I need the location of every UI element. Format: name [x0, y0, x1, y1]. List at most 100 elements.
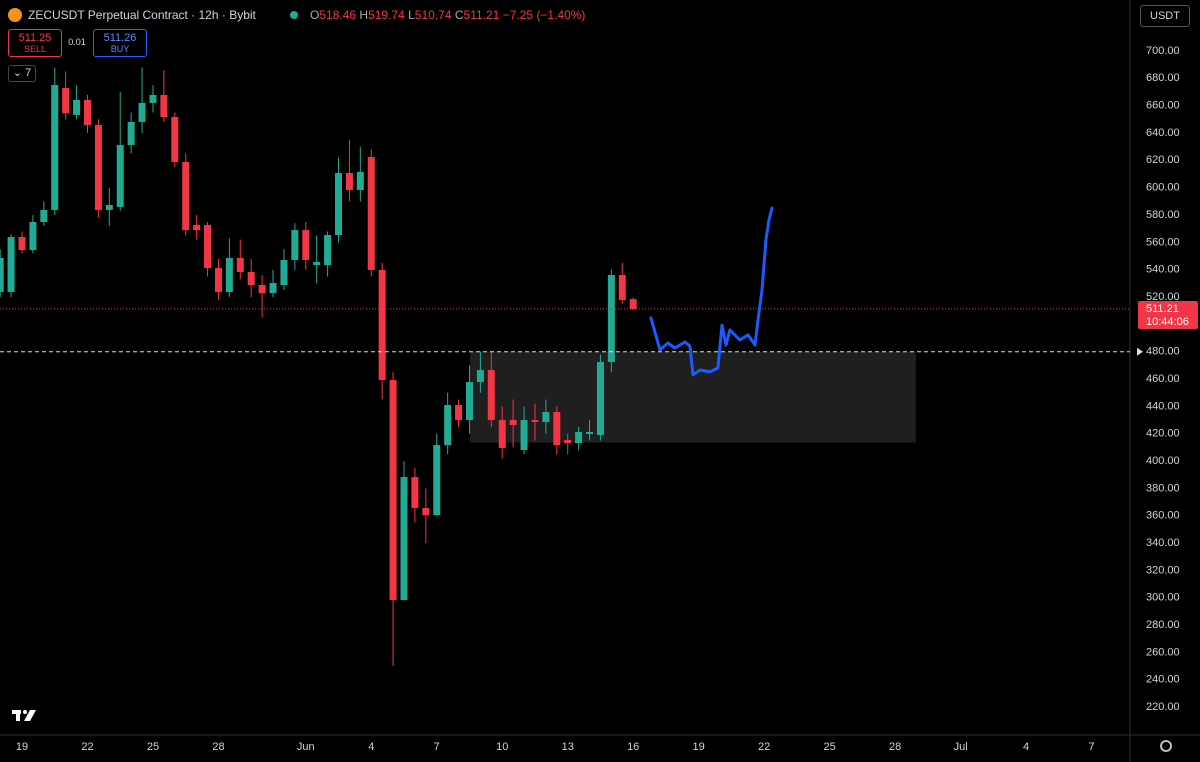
- candle-body: [629, 299, 637, 310]
- candle-body: [116, 145, 124, 207]
- y-tick-label: 340.00: [1146, 537, 1180, 549]
- candle-body: [214, 268, 222, 292]
- candle-body: [7, 237, 15, 292]
- market-status: [290, 11, 298, 19]
- y-tick-label: 560.00: [1146, 236, 1180, 248]
- candle-body: [313, 262, 321, 266]
- candle-body: [389, 380, 397, 601]
- x-tick-label: 25: [824, 741, 836, 753]
- candle-body: [62, 88, 70, 114]
- y-tick-label: 600.00: [1146, 182, 1180, 194]
- y-tick-label: 520.00: [1146, 291, 1180, 303]
- level-tag: [1140, 343, 1198, 360]
- candle-body: [509, 420, 517, 425]
- price-label: 511.21: [1146, 303, 1179, 315]
- candle-body: [422, 507, 430, 516]
- candle-body: [247, 272, 255, 286]
- candle-body: [433, 445, 441, 516]
- candle-body: [487, 370, 495, 421]
- currency-button[interactable]: USDT: [1140, 5, 1190, 27]
- x-tick-label: 10: [496, 741, 508, 753]
- y-tick-label: 540.00: [1146, 264, 1180, 276]
- countdown: 10:44:06: [1146, 316, 1189, 328]
- x-tick-label: 16: [627, 741, 639, 753]
- candle-body: [465, 382, 473, 421]
- candle-body: [127, 121, 135, 146]
- candle-body: [553, 411, 561, 446]
- y-tick-label: 660.00: [1146, 100, 1180, 112]
- y-tick-label: 680.00: [1146, 72, 1180, 84]
- candle-body: [40, 209, 48, 222]
- h-label: H: [359, 8, 369, 22]
- candle-body: [83, 99, 91, 125]
- y-tick-label: 360.00: [1146, 510, 1180, 522]
- x-tick-label: 7: [434, 741, 440, 753]
- buy-button[interactable]: 511.26 BUY: [93, 29, 147, 57]
- spread: 0.01: [68, 37, 86, 47]
- ohlc: O518.46 H519.74 L510.74 C511.21 −7.25 (−…: [310, 8, 585, 22]
- candle-body: [345, 173, 353, 191]
- symbol: ZECUSDT Perpetual Contract · 12h · Bybit: [28, 8, 256, 22]
- h-value: 519.74: [368, 8, 405, 22]
- candle-body: [607, 275, 615, 362]
- y-tick-label: 460.00: [1146, 373, 1180, 385]
- x-tick-label: Jun: [297, 741, 315, 753]
- candle-body: [542, 411, 550, 422]
- buy-label: BUY: [110, 44, 130, 54]
- candle-body: [171, 117, 179, 162]
- candle-body: [51, 85, 59, 210]
- y-tick-label: 300.00: [1146, 592, 1180, 604]
- x-tick-label: 7: [1089, 741, 1095, 753]
- candle-body: [476, 370, 484, 383]
- l-value: 510.74: [414, 8, 452, 22]
- x-tick-label: 4: [368, 741, 374, 753]
- candle-body: [455, 405, 463, 421]
- settings-icon[interactable]: [1160, 740, 1172, 752]
- candle-body: [596, 361, 604, 435]
- o-value: 518.46: [319, 8, 357, 22]
- change-pct: (−1.40%): [536, 8, 586, 22]
- c-value: 511.21: [463, 8, 500, 22]
- header: ZECUSDT Perpetual Contract · 12h · Bybit…: [28, 8, 585, 22]
- candle-body: [356, 171, 364, 191]
- candle-body: [29, 221, 37, 251]
- candle-body: [291, 230, 299, 260]
- symbol-icon: [8, 8, 22, 22]
- y-tick-label: 700.00: [1146, 45, 1180, 57]
- candle-body: [94, 124, 102, 210]
- candle-body: [586, 431, 594, 435]
- y-tick-label: 640.00: [1146, 127, 1180, 139]
- indicator-badge[interactable]: ⌄ 7: [8, 65, 36, 82]
- x-tick-label: 22: [758, 741, 770, 753]
- y-tick-label: 260.00: [1146, 646, 1180, 658]
- candle-body: [193, 224, 201, 231]
- candle-body: [302, 230, 310, 260]
- candle-body: [236, 257, 244, 273]
- x-tick-label: 22: [81, 741, 93, 753]
- y-tick-label: 580.00: [1146, 209, 1180, 221]
- candle-body: [258, 285, 266, 294]
- buy-price: 511.26: [103, 32, 137, 44]
- change: −7.25: [502, 8, 534, 22]
- candle-body: [367, 157, 375, 270]
- x-tick-label: 4: [1023, 741, 1029, 753]
- candle-body: [335, 173, 343, 235]
- y-tick-label: 620.00: [1146, 154, 1180, 166]
- candle-body: [18, 237, 26, 251]
- y-tick-label: 220.00: [1146, 701, 1180, 713]
- sell-button[interactable]: 511.25 SELL: [8, 29, 62, 57]
- y-tick-label: 280.00: [1146, 619, 1180, 631]
- y-tick-label: 440.00: [1146, 400, 1180, 412]
- candle-body: [269, 282, 277, 294]
- x-tick-label: 28: [212, 741, 224, 753]
- candle-body: [324, 234, 332, 266]
- candle-body: [0, 257, 4, 292]
- candle-body: [575, 431, 583, 444]
- x-tick-label: 28: [889, 741, 901, 753]
- freehand-drawing: [649, 206, 774, 377]
- sell-label: SELL: [23, 44, 47, 54]
- y-tick-label: 400.00: [1146, 455, 1180, 467]
- candle-body: [204, 224, 212, 269]
- x-tick-label: 19: [16, 741, 28, 753]
- y-tick-label: 320.00: [1146, 564, 1180, 576]
